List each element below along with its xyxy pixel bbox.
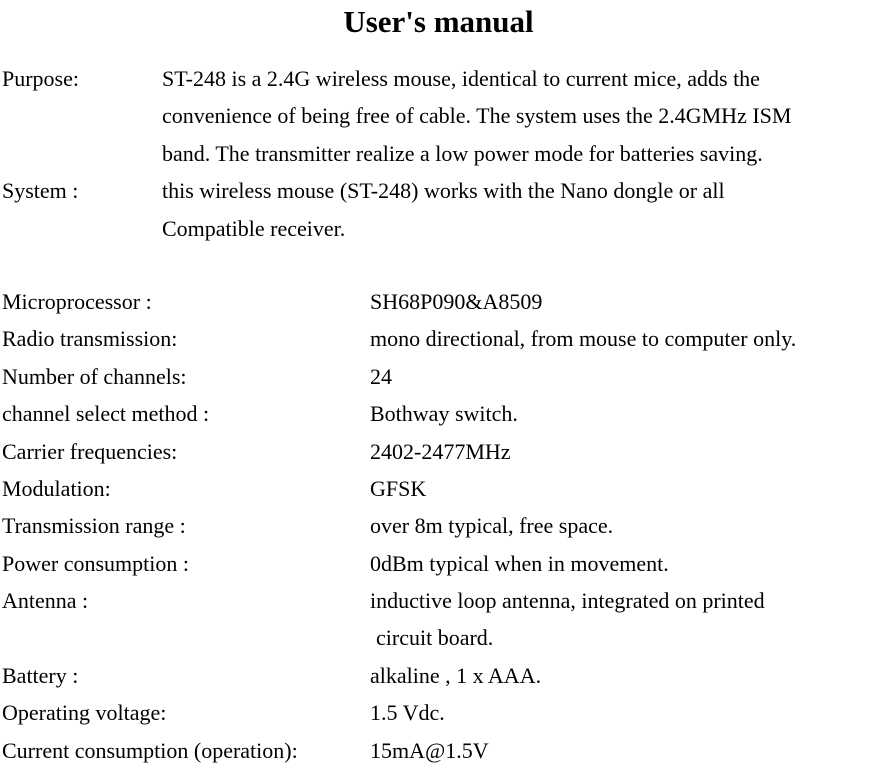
range-value: over 8m typical, free space. [370,507,875,544]
system-line2: Compatible receiver. [162,210,875,247]
channel-select-row: channel select method : Bothway switch. [2,395,875,432]
system-line1: this wireless mouse (ST-248) works with … [162,172,875,209]
radio-transmission-value: mono directional, from mouse to computer… [370,320,875,357]
microprocessor-row: Microprocessor : SH68P090&A8509 [2,283,875,320]
system-row: System : this wireless mouse (ST-248) wo… [2,172,875,209]
current-value: 15mA@1.5V [370,732,875,769]
battery-row: Battery : alkaline , 1 x AAA. [2,657,875,694]
carrier-freq-value: 2402-2477MHz [370,433,875,470]
radio-transmission-row: Radio transmission: mono directional, fr… [2,320,875,357]
channels-row: Number of channels: 24 [2,358,875,395]
channels-value: 24 [370,358,875,395]
voltage-row: Operating voltage: 1.5 Vdc. [2,694,875,731]
carrier-freq-row: Carrier frequencies: 2402-2477MHz [2,433,875,470]
page-container: User's manual Purpose: ST-248 is a 2.4G … [0,4,877,769]
current-label: Current consumption (operation): [2,732,370,769]
antenna-value: inductive loop antenna, integrated on pr… [370,582,875,619]
purpose-label: Purpose: [2,60,162,97]
channels-label: Number of channels: [2,358,370,395]
intro-section: Purpose: ST-248 is a 2.4G wireless mouse… [2,60,875,247]
purpose-line1: ST-248 is a 2.4G wireless mouse, identic… [162,60,875,97]
antenna-label: Antenna : [2,582,370,619]
radio-transmission-label: Radio transmission: [2,320,370,357]
document-title: User's manual [2,4,875,40]
purpose-row: Purpose: ST-248 is a 2.4G wireless mouse… [2,60,875,97]
modulation-value: GFSK [370,470,875,507]
system-label: System : [2,172,162,209]
battery-value: alkaline , 1 x AAA. [370,657,875,694]
carrier-freq-label: Carrier frequencies: [2,433,370,470]
channel-select-label: channel select method : [2,395,370,432]
current-row: Current consumption (operation): 15mA@1.… [2,732,875,769]
spec-section: Microprocessor : SH68P090&A8509 Radio tr… [2,283,875,769]
voltage-label: Operating voltage: [2,694,370,731]
power-row: Power consumption : 0dBm typical when in… [2,545,875,582]
purpose-line3: band. The transmitter realize a low powe… [162,135,875,172]
battery-label: Battery : [2,657,370,694]
power-label: Power consumption : [2,545,370,582]
range-row: Transmission range : over 8m typical, fr… [2,507,875,544]
microprocessor-label: Microprocessor : [2,283,370,320]
modulation-row: Modulation: GFSK [2,470,875,507]
antenna-row: Antenna : inductive loop antenna, integr… [2,582,875,619]
power-value: 0dBm typical when in movement. [370,545,875,582]
modulation-label: Modulation: [2,470,370,507]
purpose-line2: convenience of being free of cable. The … [162,97,875,134]
microprocessor-value: SH68P090&A8509 [370,283,875,320]
channel-select-value: Bothway switch. [370,395,875,432]
voltage-value: 1.5 Vdc. [370,694,875,731]
range-label: Transmission range : [2,507,370,544]
antenna-value-cont: circuit board. [376,619,875,656]
